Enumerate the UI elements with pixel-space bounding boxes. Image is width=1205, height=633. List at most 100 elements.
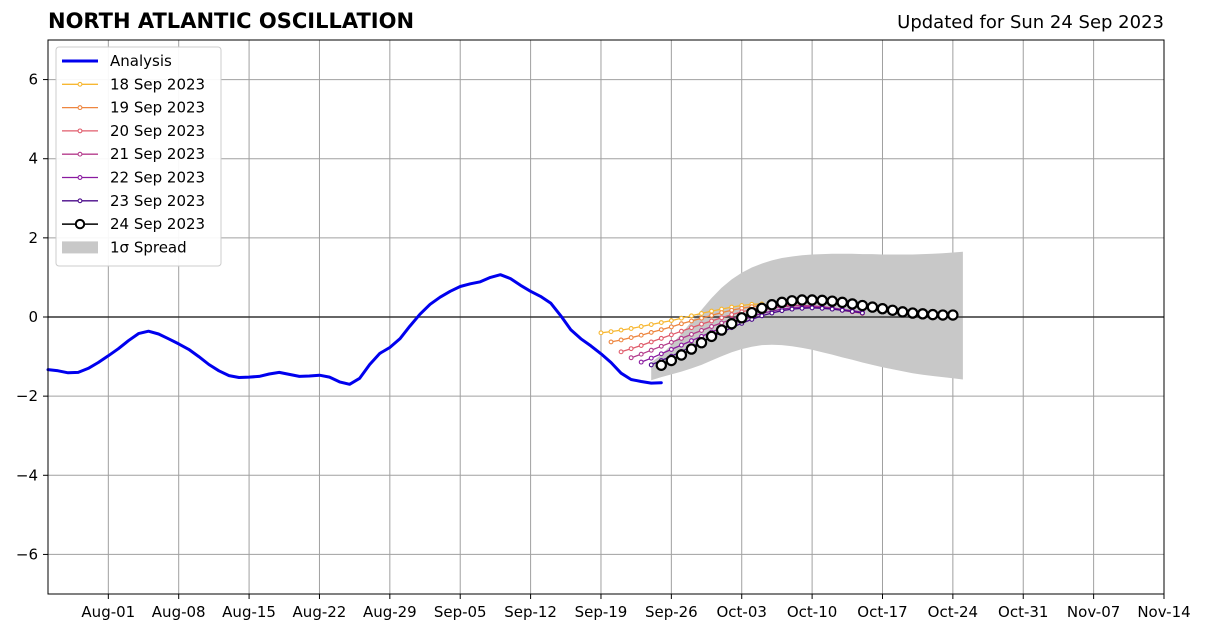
forecast-point xyxy=(819,305,825,311)
forecast-point xyxy=(628,355,634,361)
forecast-point xyxy=(628,346,634,352)
forecast-point xyxy=(648,347,654,353)
current-forecast-point xyxy=(816,294,828,307)
forecast-point xyxy=(668,324,674,330)
spread-band xyxy=(651,251,963,381)
forecast-point xyxy=(638,343,644,348)
analysis-layer xyxy=(46,273,663,386)
legend-entry: 20 Sep 2023 xyxy=(62,122,205,140)
forecast-point xyxy=(859,310,865,316)
y-tick-label: −2 xyxy=(16,387,38,405)
forecast-point xyxy=(668,332,674,338)
legend-entry: Analysis xyxy=(62,52,172,70)
analysis-line xyxy=(46,273,663,386)
forecast-point xyxy=(638,332,644,338)
legend-marker xyxy=(77,128,83,134)
forecast-point xyxy=(638,351,644,357)
x-tick-label: Sep-12 xyxy=(504,603,557,621)
forecast-point xyxy=(809,305,815,311)
legend-entry: 23 Sep 2023 xyxy=(62,192,205,210)
current-forecast-point xyxy=(725,318,738,330)
forecast-point xyxy=(648,339,654,345)
current-forecast-point xyxy=(756,302,768,314)
current-forecast-point xyxy=(675,349,688,361)
current-forecast-point xyxy=(856,299,869,312)
legend-marker xyxy=(77,175,83,180)
legend-label: 19 Sep 2023 xyxy=(110,99,205,117)
current-forecast-point xyxy=(786,295,798,307)
legend-marker xyxy=(77,151,83,157)
current-forecast-point xyxy=(796,294,808,306)
forecast-point xyxy=(648,322,654,327)
legend-entry: 24 Sep 2023 xyxy=(62,215,205,233)
legend-label: 18 Sep 2023 xyxy=(110,75,205,93)
legend-label: 23 Sep 2023 xyxy=(110,192,205,210)
x-tick-label: Sep-05 xyxy=(434,603,487,621)
current-forecast-point xyxy=(866,301,879,313)
legend-entry: 22 Sep 2023 xyxy=(62,169,205,187)
forecast-point xyxy=(678,328,684,334)
forecast-point xyxy=(779,308,785,314)
x-tick-label: Aug-29 xyxy=(363,603,417,621)
current-forecast-point xyxy=(695,337,708,349)
current-forecast-layer xyxy=(655,294,959,371)
forecast-point xyxy=(618,349,624,355)
axes: Aug-01 Aug-08 Aug-15 Aug-22 Aug-29 Sep-05 Sep-… xyxy=(16,71,1191,621)
legend-label: 1σ Spread xyxy=(110,238,187,256)
y-tick-label: 4 xyxy=(28,150,38,168)
legend-label: Analysis xyxy=(110,52,172,70)
forecast-point xyxy=(678,335,684,341)
forecast-point xyxy=(598,330,604,336)
forecast-point xyxy=(608,329,614,335)
forecast-point xyxy=(628,335,634,341)
x-tick-label: Sep-26 xyxy=(645,603,698,621)
forecast-point xyxy=(839,307,845,313)
forecast-point xyxy=(648,355,654,361)
y-tick-label: 6 xyxy=(28,71,38,89)
current-forecast-point xyxy=(896,306,909,318)
current-forecast-point xyxy=(836,296,848,309)
current-forecast-point xyxy=(736,312,748,324)
current-forecast-point xyxy=(937,309,949,321)
forecast-point xyxy=(648,362,654,368)
current-forecast-point xyxy=(746,306,758,319)
forecast-point xyxy=(618,337,624,343)
forecast-point xyxy=(658,351,664,357)
forecast-point xyxy=(658,327,664,333)
forecast-point xyxy=(829,306,835,312)
forecast-point xyxy=(678,342,684,348)
current-forecast-point xyxy=(685,343,698,355)
chart-subtitle: Updated for Sun 24 Sep 2023 xyxy=(897,12,1164,33)
forecast-point xyxy=(759,313,765,319)
forecast-point xyxy=(678,321,684,327)
current-forecast-point xyxy=(715,324,728,336)
forecast-point xyxy=(638,324,644,329)
x-tick-label: Nov-07 xyxy=(1067,603,1120,621)
current-forecast-point xyxy=(947,309,959,321)
current-forecast-point xyxy=(906,307,919,319)
y-tick-label: −6 xyxy=(16,545,38,563)
legend-box xyxy=(55,46,222,267)
forecast-point xyxy=(678,315,684,321)
current-forecast-point xyxy=(705,330,718,343)
legend-marker xyxy=(77,81,83,87)
y-tick-label: −4 xyxy=(16,466,38,484)
forecast-point xyxy=(689,331,694,337)
forecast-point xyxy=(658,320,664,325)
forecast-point xyxy=(709,308,715,314)
x-tick-label: Oct-24 xyxy=(928,603,978,621)
legend-marker xyxy=(74,218,86,230)
forecast-point xyxy=(608,339,614,345)
forecast-point xyxy=(709,318,715,324)
forecast-point xyxy=(719,320,725,326)
current-forecast-point xyxy=(655,359,667,371)
legend: Analysis 18 Sep 2023 19 Sep 2023 20 Sep 202… xyxy=(55,46,222,267)
current-forecast-point xyxy=(826,295,838,307)
x-tick-label: Oct-10 xyxy=(787,603,837,621)
x-tick-label: Oct-03 xyxy=(717,603,767,621)
forecast-point xyxy=(709,324,715,329)
legend-entry: 19 Sep 2023 xyxy=(62,99,205,117)
x-tick-label: Aug-08 xyxy=(152,603,206,621)
x-tick-label: Nov-14 xyxy=(1137,603,1190,621)
